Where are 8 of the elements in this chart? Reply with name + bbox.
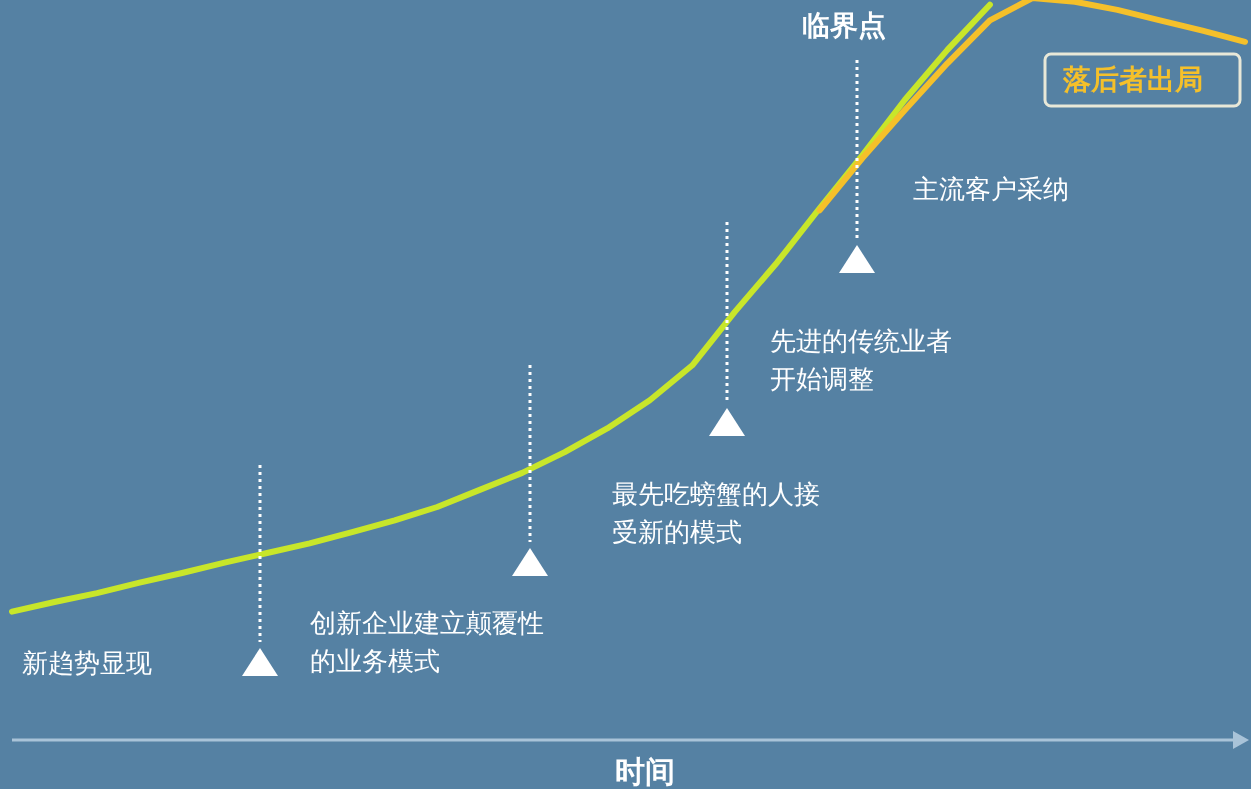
- annotation: 临界点: [802, 9, 886, 42]
- annotation: 主流客户采纳: [913, 174, 1069, 204]
- annotation: 新趋势显现: [22, 648, 152, 678]
- x-axis-title: 时间: [615, 754, 675, 789]
- annotation: 最先吃螃蟹的人接受新的模式: [612, 479, 820, 547]
- annotation: 创新企业建立颠覆性的业务模式: [310, 608, 544, 676]
- annotation: 先进的传统业者开始调整: [770, 326, 952, 394]
- annotation: 落后者出局: [1062, 63, 1203, 96]
